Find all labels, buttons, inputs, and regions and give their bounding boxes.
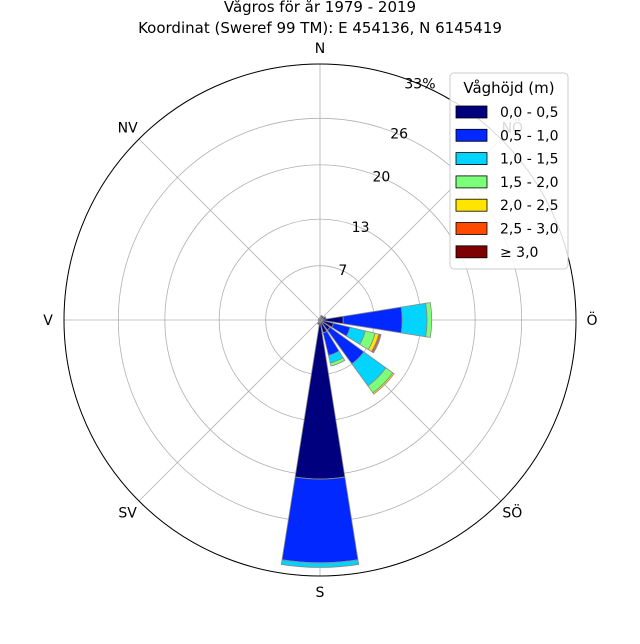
legend-entry-0: 0,0 - 0,5 <box>500 105 558 121</box>
legend-entry-6: ≥ 3,0 <box>500 245 538 261</box>
legend-entry-4: 2,0 - 2,5 <box>500 198 558 214</box>
legend-box <box>450 73 568 269</box>
direction-label-V: V <box>43 313 53 329</box>
direction-label-S: S <box>316 585 325 601</box>
legend-entry-5: 2,5 - 3,0 <box>500 222 558 238</box>
radial-tick-label-4: 33% <box>404 76 435 92</box>
legend-swatch-0 <box>456 106 487 118</box>
legend-entry-2: 1,0 - 1,5 <box>500 152 558 168</box>
legend-swatch-3 <box>456 176 487 188</box>
legend-swatch-6 <box>456 246 487 258</box>
radial-tick-label-2: 20 <box>372 170 390 186</box>
radial-tick-label-1: 13 <box>352 220 370 236</box>
legend-swatch-5 <box>456 223 487 235</box>
legend-swatch-1 <box>456 129 487 141</box>
direction-label-SÖ: SÖ <box>502 503 522 521</box>
radial-tick-label-0: 7 <box>338 263 347 279</box>
direction-label-N: N <box>315 41 325 57</box>
direction-label-Ö: Ö <box>586 311 597 329</box>
bar-dir180-bin1 <box>282 477 358 563</box>
chart-title: Vågros för år 1979 - 2019 <box>0 0 640 16</box>
legend-entry-1: 0,5 - 1,0 <box>500 128 558 144</box>
legend-swatch-2 <box>456 153 487 165</box>
legend-title: Våghöjd (m) <box>463 79 554 97</box>
chart-subtitle: Koordinat (Sweref 99 TM): E 454136, N 61… <box>0 19 640 37</box>
angular-gridline-7 <box>139 139 320 320</box>
bar-dir90-bin2 <box>401 303 427 336</box>
legend-entry-3: 1,5 - 2,0 <box>500 175 558 191</box>
direction-label-NV: NV <box>118 121 138 137</box>
radial-tick-label-3: 26 <box>390 127 408 143</box>
legend-swatch-4 <box>456 199 487 211</box>
angular-gridline-5 <box>139 320 320 501</box>
direction-label-SV: SV <box>118 505 137 521</box>
